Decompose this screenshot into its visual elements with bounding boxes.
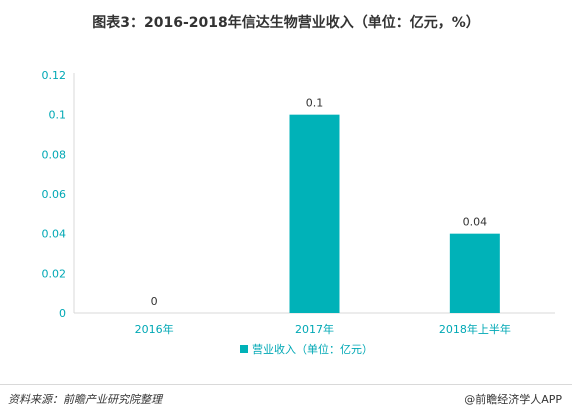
- y-tick-label: 0.02: [42, 267, 67, 280]
- y-tick-label: 0: [59, 307, 66, 320]
- x-tick-label: 2018年上半年: [439, 322, 511, 336]
- legend-label: 营业收入（单位：亿元）: [252, 342, 373, 356]
- y-tick-label: 0.04: [42, 228, 67, 241]
- y-tick-label: 0.1: [49, 109, 67, 122]
- legend-swatch: [240, 345, 248, 353]
- y-tick-label: 0.08: [42, 148, 67, 161]
- bar: [289, 114, 340, 314]
- source-note: 资料来源：前瞻产业研究院整理: [8, 393, 162, 406]
- y-tick-label: 0.12: [42, 69, 67, 82]
- data-label: 0: [151, 295, 158, 308]
- x-tick-label: 2016年: [135, 322, 174, 336]
- x-tick-label: 2017年: [295, 322, 334, 336]
- y-tick-label: 0.06: [42, 188, 67, 201]
- data-label: 0.04: [463, 216, 488, 229]
- data-label: 0.1: [306, 97, 324, 110]
- footer-divider: [0, 384, 572, 385]
- chart-title: 图表3：2016-2018年信达生物营业收入（单位：亿元，%）: [92, 15, 480, 31]
- brand-watermark: @前瞻经济学人APP: [464, 393, 562, 406]
- bar-chart: 0 0.02 0.04 0.06 0.08 0.1 0.12 0 2016年 0.1 2017年 0.…: [42, 69, 555, 356]
- bar: [449, 233, 500, 313]
